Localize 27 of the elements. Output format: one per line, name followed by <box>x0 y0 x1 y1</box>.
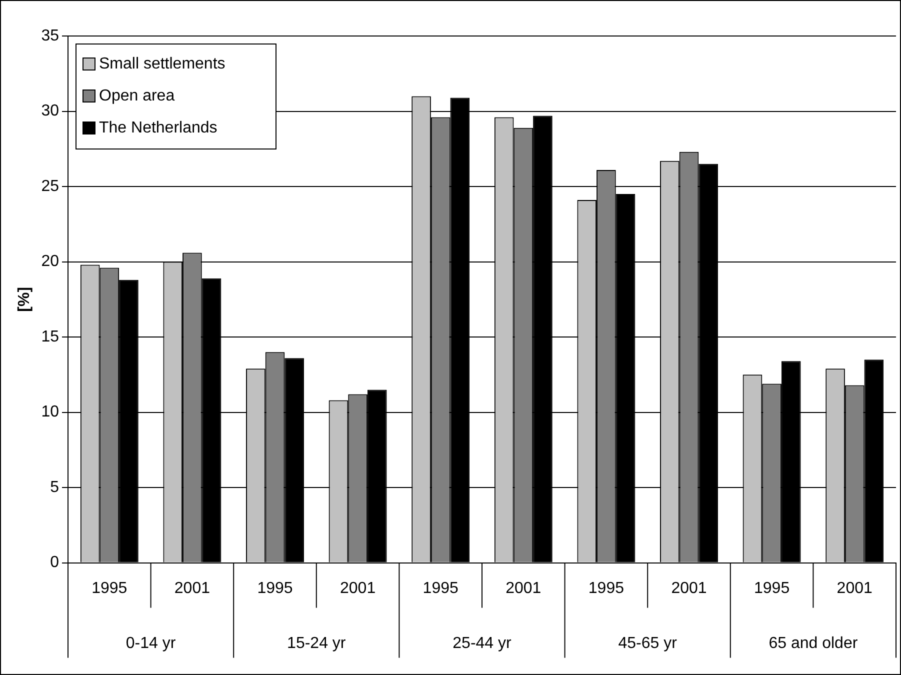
y-tick-label: 35 <box>41 27 60 44</box>
y-tick-label: 20 <box>41 253 60 270</box>
text: 65 and older <box>768 635 858 652</box>
x-tick-label: 2001 <box>506 580 542 597</box>
x-tick-label: 1995 <box>588 580 624 597</box>
x-tick-label: 1995 <box>92 580 128 597</box>
text: 15-24 yr <box>287 635 346 652</box>
x-tick-label: 2001 <box>340 580 376 597</box>
x-tick-label: 1995 <box>754 580 790 597</box>
legend-label: The Netherlands <box>98 119 218 136</box>
text: 45-65 yr <box>618 635 678 652</box>
y-tick-label: 10 <box>41 404 60 421</box>
y-axis-title: [%] <box>16 286 34 312</box>
y-tick-label: 30 <box>41 102 60 120</box>
x-tick-label: 1995 <box>422 580 458 597</box>
text: 0-14 yr <box>126 635 176 652</box>
x-tick-label: 1995 <box>257 580 293 597</box>
x-tick-label: 2001 <box>836 580 872 597</box>
y-tick-label: 5 <box>50 478 60 496</box>
x-tick-label: 2001 <box>174 580 210 597</box>
legend-label: Open area <box>98 87 175 104</box>
y-tick-label: 25 <box>41 178 60 195</box>
y-tick-label: 0 <box>50 554 60 572</box>
x-tick-label: 2001 <box>671 580 707 597</box>
legend-label: Small settlements <box>98 55 226 72</box>
y-tick-label: 15 <box>41 328 60 346</box>
text: 25-44 yr <box>452 635 512 652</box>
